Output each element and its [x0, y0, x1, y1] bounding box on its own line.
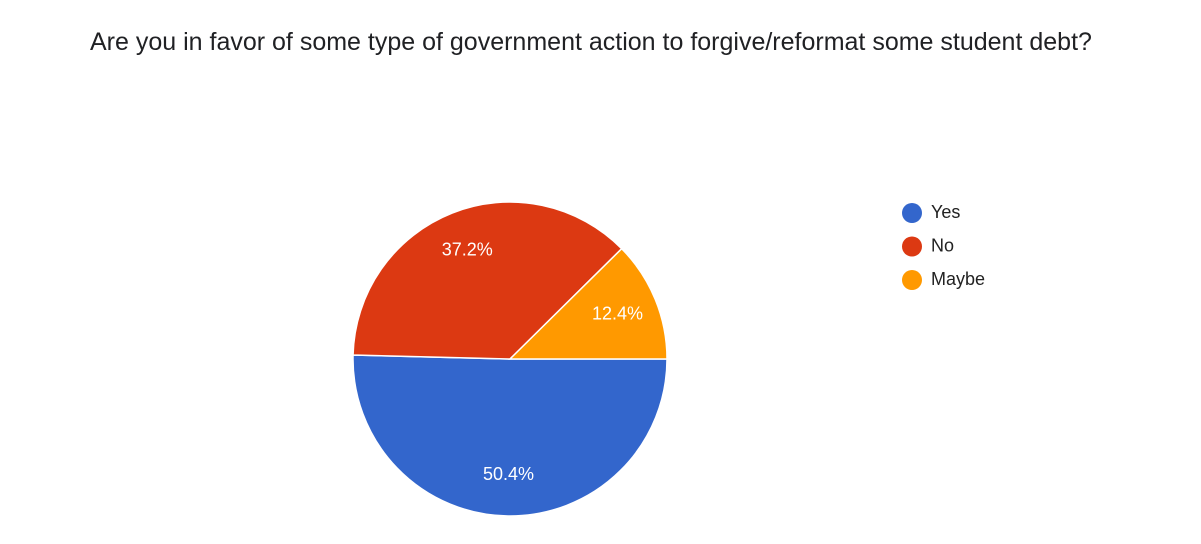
pie-slice	[352, 201, 623, 360]
pie-slice	[508, 247, 668, 360]
legend-swatch	[902, 203, 922, 223]
legend-label: Maybe	[931, 269, 985, 289]
legend-swatch	[902, 236, 922, 257]
data-label: 50.4%	[483, 464, 534, 484]
data-label: 37.2%	[442, 240, 493, 260]
legend-label: Yes	[931, 202, 960, 222]
data-label: 12.4%	[592, 304, 643, 324]
legend-swatch	[902, 270, 922, 290]
pie-slice	[352, 354, 668, 517]
chart-title: Are you in favor of some type of governm…	[90, 28, 1092, 56]
legend-label: No	[931, 235, 954, 255]
